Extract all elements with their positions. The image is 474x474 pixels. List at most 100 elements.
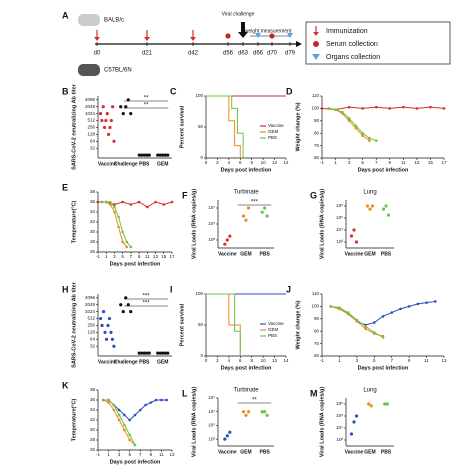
- series-line: [103, 399, 136, 446]
- data-point: [144, 403, 147, 407]
- panel-label: B: [62, 86, 69, 96]
- data-point: [129, 203, 133, 206]
- x-tick-label: 1: [107, 452, 110, 457]
- data-point: [149, 401, 153, 404]
- y-tick-label: 38: [90, 387, 96, 392]
- data-point: [119, 303, 123, 307]
- y-tick-label: 34: [90, 209, 96, 214]
- data-point: [374, 105, 378, 109]
- y-tick-label: 32: [90, 343, 96, 348]
- y-tick-label: 10⁸: [336, 401, 343, 406]
- y-tick-label: 100: [195, 93, 203, 98]
- data-point: [128, 418, 132, 422]
- data-point: [225, 238, 229, 242]
- x-tick-label: 7: [130, 254, 133, 259]
- x-tick-label: 0: [205, 160, 208, 165]
- x-tick-label: 12: [272, 358, 278, 363]
- data-point: [388, 107, 392, 110]
- legend-label: Serum collection: [326, 41, 378, 48]
- panel-label: J: [286, 284, 291, 294]
- y-tick-label: 110: [312, 291, 320, 296]
- y-tick-label: 26: [90, 447, 96, 452]
- data-point: [128, 438, 132, 442]
- legend-label: Vaccine: [268, 123, 284, 128]
- panel-label: L: [182, 388, 188, 398]
- data-point: [263, 206, 267, 210]
- data-point: [354, 414, 359, 418]
- legend-label: Organs collection: [326, 54, 380, 61]
- y-tick-label: 60: [314, 353, 320, 358]
- y-tick-label: 128: [87, 330, 95, 335]
- x-tick-label: 9: [138, 254, 141, 259]
- data-point: [369, 404, 373, 408]
- x-tick-label: PBS: [260, 449, 271, 455]
- data-point: [138, 408, 142, 412]
- data-point: [117, 215, 120, 219]
- y-tick-label: 10⁴: [336, 425, 343, 430]
- x-tick-label: GEM: [240, 449, 251, 455]
- y-tick-label: 10²: [336, 239, 343, 244]
- data-point: [244, 413, 248, 417]
- data-point: [384, 204, 388, 208]
- data-point: [100, 200, 104, 204]
- data-point: [433, 300, 437, 303]
- data-point: [416, 302, 420, 306]
- panel-label: I: [170, 284, 173, 294]
- data-point: [347, 105, 351, 109]
- x-tick-label: 3: [356, 358, 359, 363]
- data-point: [102, 125, 107, 130]
- data-point: [341, 110, 344, 114]
- panel-label: A: [62, 10, 69, 20]
- y-tick-label: 10⁵: [208, 221, 215, 226]
- data-point: [354, 126, 358, 130]
- x-tick-label: Challenge: [114, 359, 138, 365]
- data-point: [104, 200, 108, 204]
- data-point: [383, 402, 387, 406]
- data-point: [352, 228, 356, 232]
- data-point: [367, 402, 371, 406]
- data-point: [137, 351, 141, 355]
- data-point: [147, 153, 151, 157]
- data-point: [364, 324, 367, 328]
- chart: I Percent survival 0 50 100 0 2 4 6 8 10 12 14 Days p…: [170, 284, 289, 371]
- series-line: [206, 95, 244, 158]
- data-point: [158, 153, 162, 157]
- significance: ***: [143, 294, 151, 300]
- panel-label: F: [182, 190, 188, 200]
- x-tick-label: 10: [261, 358, 267, 363]
- x-tick-label: Vaccine: [218, 449, 237, 455]
- annotation: weight measurement: [245, 28, 292, 34]
- series-line: [206, 293, 241, 356]
- y-axis-label: Weight change (%): [295, 102, 301, 151]
- data-point: [170, 200, 174, 204]
- data-point: [364, 327, 367, 331]
- data-point: [223, 242, 227, 246]
- data-point: [121, 200, 124, 204]
- y-tick-label: 50: [198, 322, 204, 327]
- x-tick-label: 8: [250, 358, 253, 363]
- y-tick-label: 110: [312, 93, 320, 98]
- x-tick-label: 15: [161, 254, 167, 259]
- y-tick-label: 10⁷: [208, 205, 215, 210]
- day-label: d0: [94, 51, 101, 57]
- y-tick-label: 10³: [208, 237, 215, 242]
- data-point: [103, 330, 107, 334]
- data-point: [117, 413, 121, 417]
- x-tick-label: 7: [390, 358, 393, 363]
- series-line: [206, 95, 241, 158]
- y-tick-label: 32: [90, 417, 96, 422]
- data-point: [241, 214, 246, 218]
- y-tick-label: 50: [198, 124, 204, 129]
- legend-label: PBS: [268, 135, 277, 140]
- y-tick-label: 10³: [208, 436, 215, 441]
- y-axis-label: Percent survival: [179, 105, 185, 148]
- x-tick-label: 14: [283, 160, 289, 165]
- data-point: [347, 119, 351, 123]
- challenge-arrow: [238, 22, 248, 38]
- x-tick-label: 0: [205, 358, 208, 363]
- y-tick-label: 28: [90, 437, 96, 442]
- data-point: [349, 234, 354, 238]
- data-point: [156, 351, 160, 355]
